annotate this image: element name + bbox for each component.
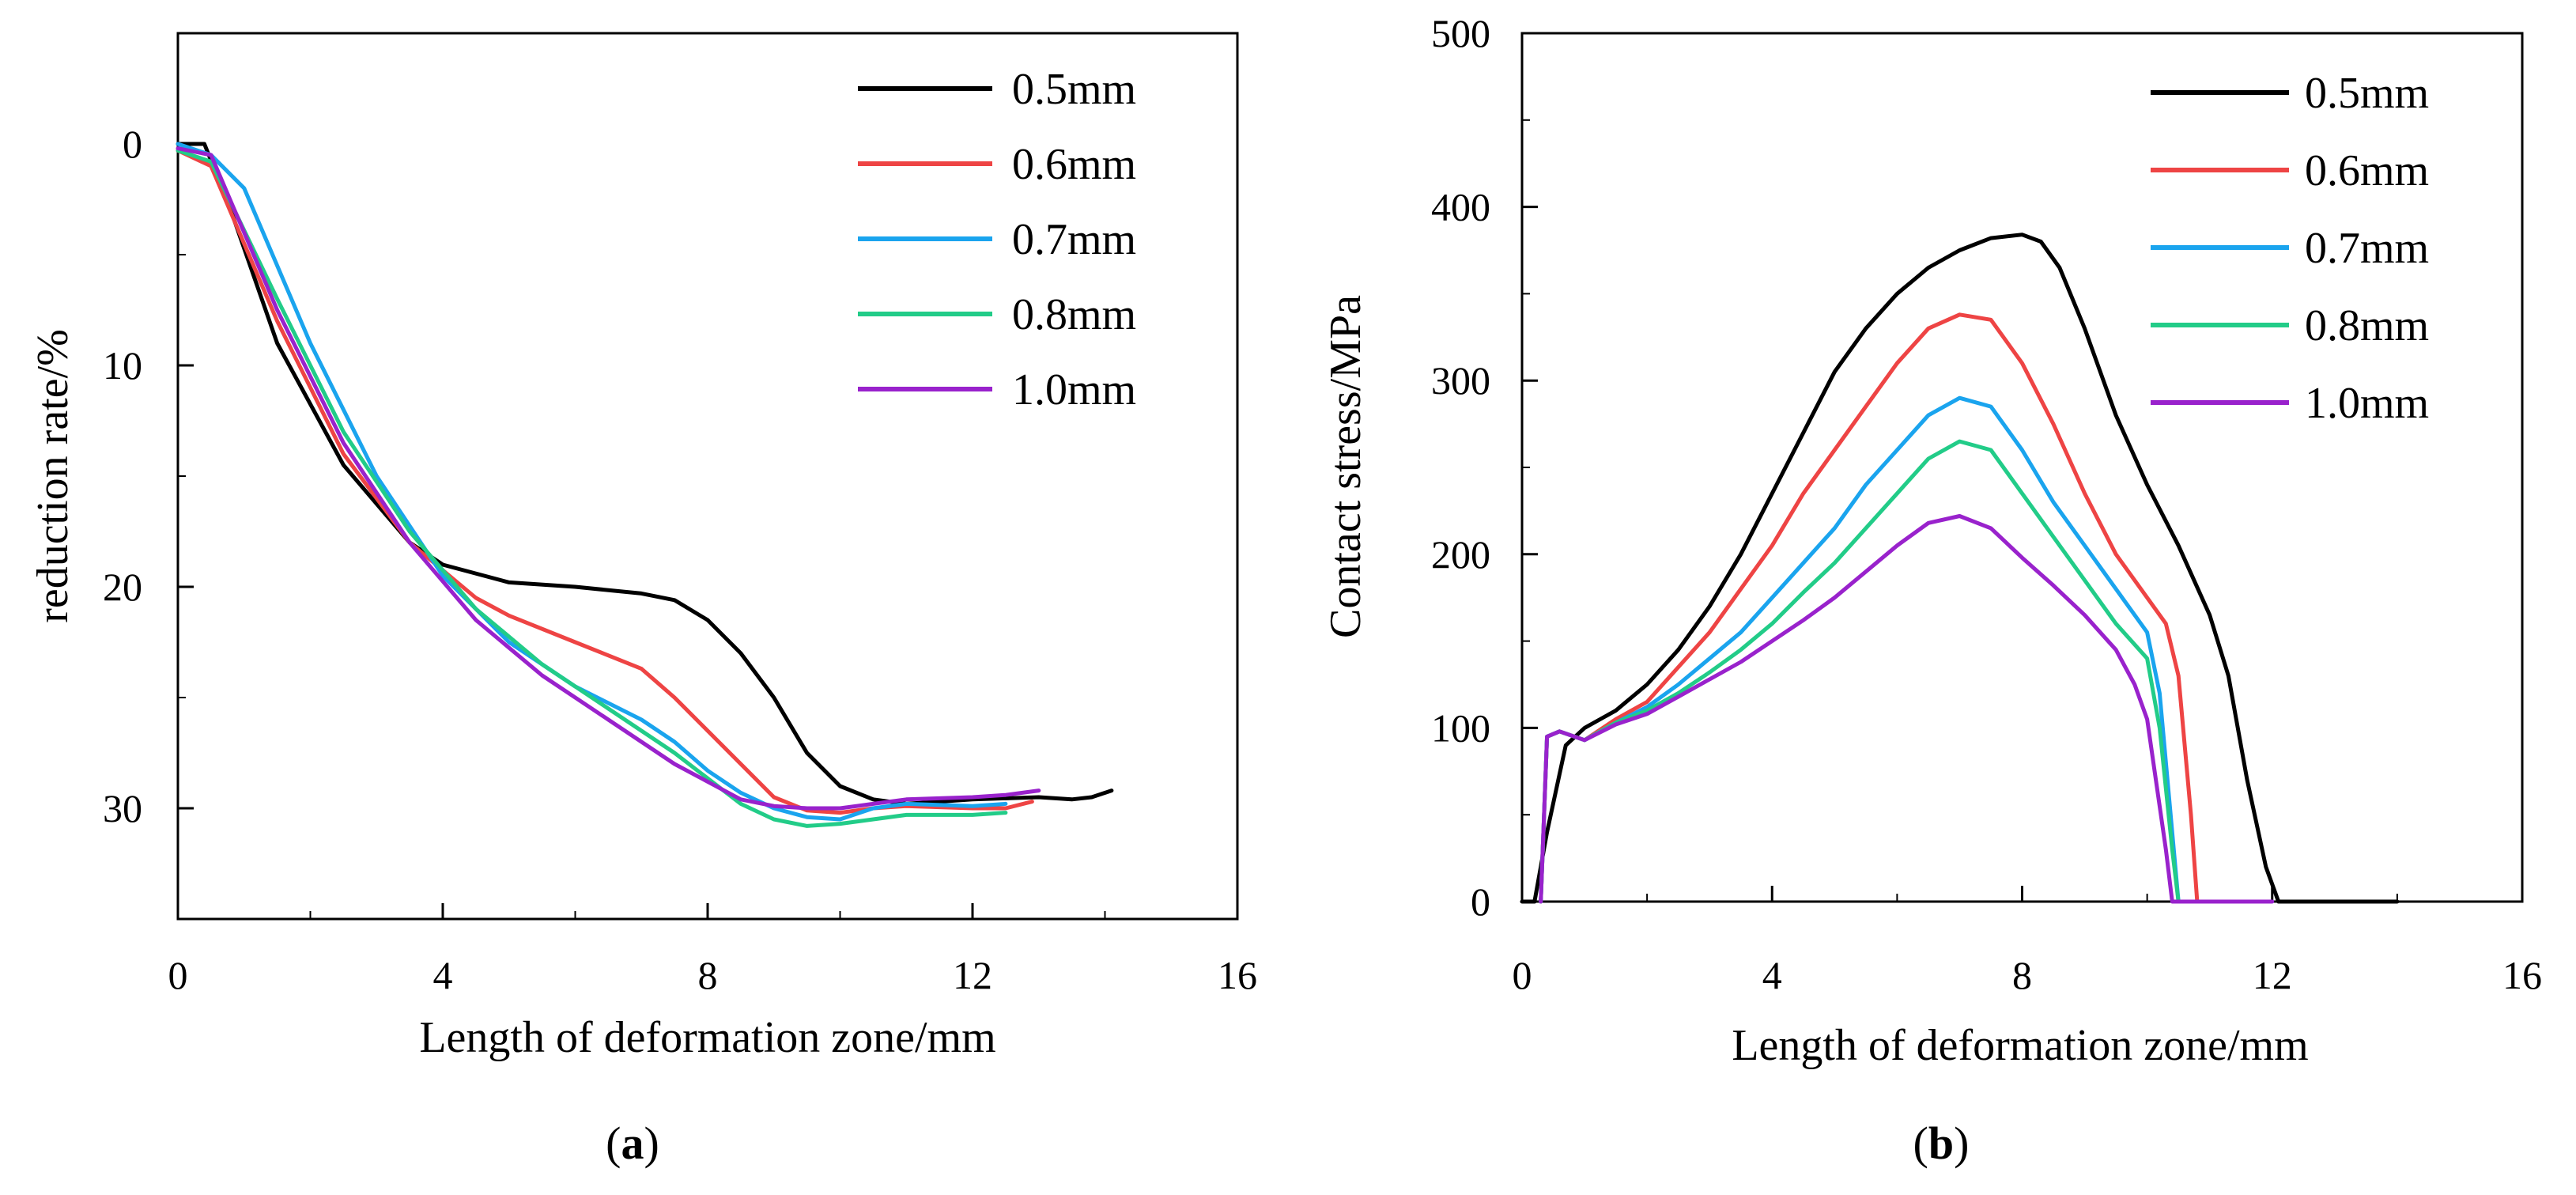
y-axis-label-b: Contact stress/MPa [1321, 295, 1370, 638]
x-tick-label: 12 [953, 953, 992, 997]
legend-label: 0.5mm [2305, 69, 2429, 118]
y-tick-label: 500 [1431, 11, 1490, 55]
series-lines-a [176, 142, 1114, 828]
x-tick-label: 8 [698, 953, 718, 997]
y-tick-label: 100 [1431, 705, 1490, 750]
y-tick-label: 10 [103, 343, 142, 388]
series-line-0-7mm [176, 142, 1008, 822]
legend-b: 0.5mm 0.6mm 0.7mm 0.8mm 1.0mm [2151, 69, 2429, 428]
x-tick-label: 8 [2012, 953, 2032, 997]
y-tick-label: 30 [103, 786, 142, 830]
x-tick-label: 16 [2502, 953, 2542, 997]
series-line-0-6mm [1539, 312, 2200, 904]
legend-label: 0.6mm [1012, 140, 1136, 189]
axis-ticks-b: 0 4 8 12 16 0 100 200 300 400 500 [1431, 11, 2542, 997]
x-tick-label: 4 [433, 953, 453, 997]
x-tick-label: 16 [1218, 953, 1257, 997]
legend-label: 0.8mm [1012, 290, 1136, 339]
legend-label: 0.5mm [1012, 65, 1136, 114]
legend-label: 0.6mm [2305, 146, 2429, 195]
series-line-0-7mm [1539, 395, 2181, 904]
x-axis-label-a: Length of deformation zone/mm [419, 1013, 995, 1062]
legend-label: 0.7mm [1012, 215, 1136, 264]
series-line-0-8mm [1539, 439, 2181, 904]
series-line-1-0mm [1539, 514, 2275, 904]
y-tick-label: 0 [1471, 879, 1490, 924]
caption-b: (b) [1913, 1117, 1970, 1169]
caption-a: (a) [606, 1117, 659, 1169]
series-line-0-5mm [1520, 233, 2400, 904]
x-axis-label-b: Length of deformation zone/mm [1732, 1021, 2308, 1070]
x-tick-label: 0 [1513, 953, 1532, 997]
y-tick-label: 20 [103, 565, 142, 609]
series-lines-b [1520, 233, 2400, 904]
series-line-1-0mm [176, 146, 1041, 811]
series-line-0-5mm [176, 142, 1114, 806]
legend-label: 0.7mm [2305, 224, 2429, 273]
y-tick-label: 300 [1431, 358, 1490, 403]
panel-a: 0 4 8 12 16 0 10 20 30 0.5mm 0.6mm 0.7mm 0.8mm 1.0mm… [28, 32, 1257, 1169]
x-tick-label: 4 [1762, 953, 1782, 997]
axis-ticks-a: 0 4 8 12 16 0 10 20 30 [103, 122, 1257, 997]
y-tick-label: 0 [123, 122, 142, 166]
legend-label: 1.0mm [1012, 365, 1136, 414]
legend-label: 1.0mm [2305, 379, 2429, 428]
series-line-0-8mm [176, 148, 1008, 828]
series-line-0-6mm [176, 148, 1034, 815]
y-tick-label: 400 [1431, 185, 1490, 229]
x-tick-label: 0 [168, 953, 188, 997]
y-tick-label: 200 [1431, 532, 1490, 577]
y-axis-label-a: reduction rate/% [28, 329, 77, 623]
legend-a: 0.5mm 0.6mm 0.7mm 0.8mm 1.0mm [858, 65, 1136, 414]
legend-label: 0.8mm [2305, 301, 2429, 350]
x-tick-label: 12 [2253, 953, 2292, 997]
